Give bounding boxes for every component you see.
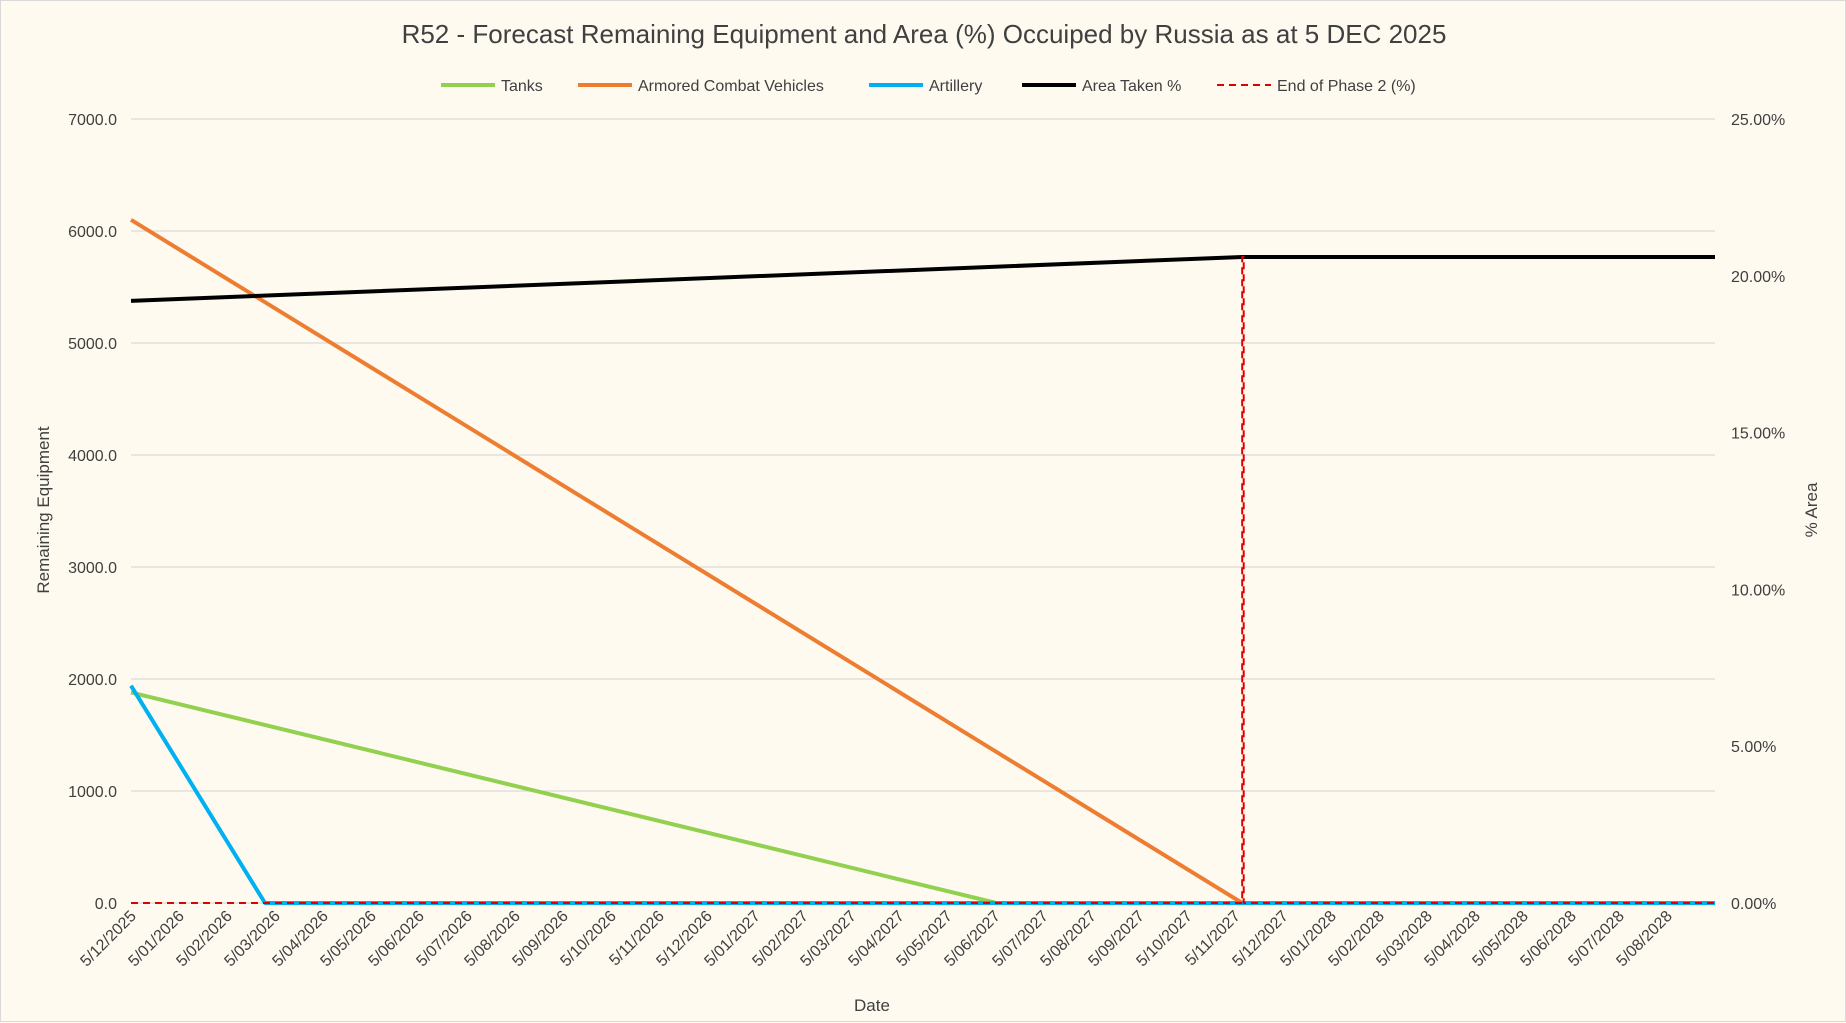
chart-title: R52 - Forecast Remaining Equipment and A… [402,19,1447,49]
x-axis-ticks: 5/12/20255/01/20265/02/20265/03/20265/04… [77,908,1675,970]
legend-label: End of Phase 2 (%) [1277,78,1416,95]
y2-axis-ticks: 0.00% 5.00% 10.00% 15.00% 20.00% 25.00% [1731,112,1785,913]
y2-axis-title: % Area [1802,482,1821,537]
series-line-tanks [130,690,1715,905]
y2-tick-label: 15.00% [1731,426,1785,443]
series-line-end-of-phase-2 [131,256,1715,904]
y2-tick-label: 0.00% [1731,896,1776,913]
y2-tick-label: 20.00% [1731,269,1785,286]
y2-tick-label: 10.00% [1731,582,1785,599]
y-tick-label: 5000.0 [68,336,117,353]
y-tick-label: 3000.0 [68,560,117,577]
y-tick-label: 2000.0 [68,672,117,689]
series-line-area-taken [130,255,1715,303]
series-line-artillery [129,684,1715,905]
legend-label: Armored Combat Vehicles [638,78,824,95]
y-tick-label: 0.0 [95,896,117,913]
series-lines [129,218,1715,905]
legend-label: Area Taken % [1082,78,1181,95]
y-tick-label: 6000.0 [68,224,117,241]
y-tick-label: 7000.0 [68,112,117,129]
series-line-armored-combat-vehicles [129,218,1715,905]
legend: Tanks Armored Combat Vehicles Artillery Are… [441,78,1416,95]
legend-label: Artillery [929,78,982,95]
y2-tick-label: 5.00% [1731,739,1776,756]
legend-label: Tanks [501,78,543,95]
y-axis-ticks: 0.0 1000.0 2000.0 3000.0 4000.0 5000.0 6000.0 7… [68,112,117,913]
x-axis-title: Date [854,996,890,1015]
y-tick-label: 1000.0 [68,784,117,801]
y2-tick-label: 25.00% [1731,112,1785,129]
y-axis-title: Remaining Equipment [34,426,53,594]
y-tick-label: 4000.0 [68,448,117,465]
gridlines [131,118,1715,904]
